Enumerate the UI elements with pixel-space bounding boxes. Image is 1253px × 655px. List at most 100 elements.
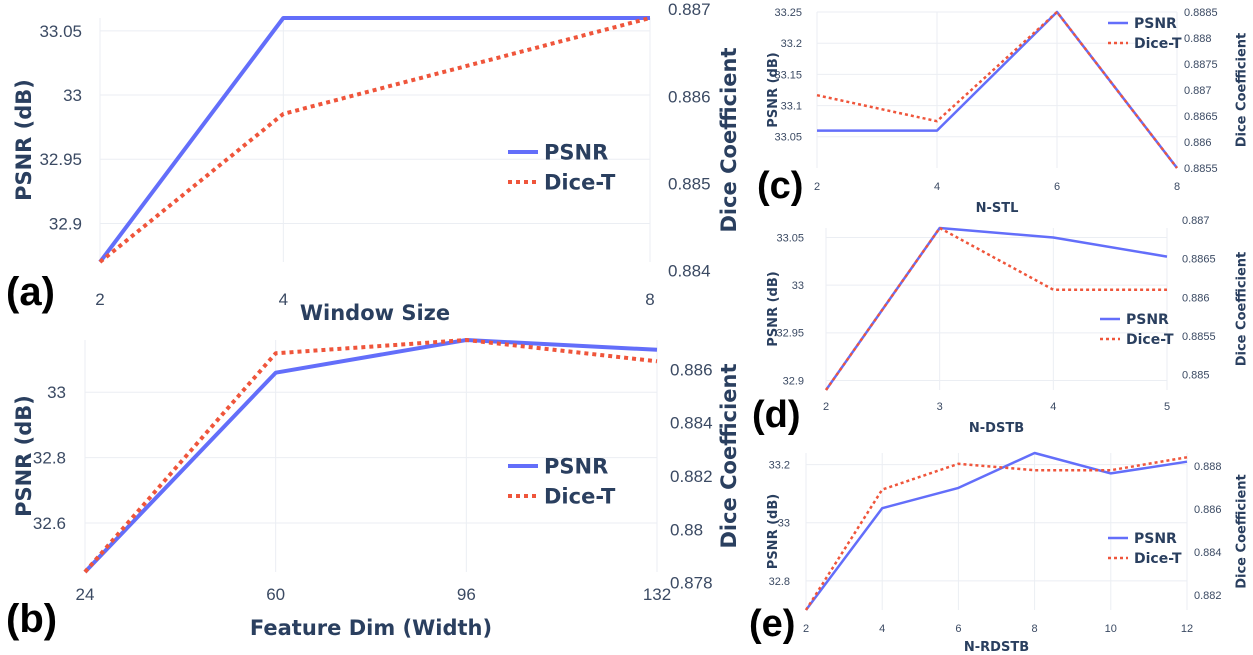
y2-tick-label: 0.88 [670,520,703,539]
x-tick-label: 4 [1050,401,1056,413]
x-tick-label: 2 [95,290,104,309]
legend: PSNR Dice-T [508,141,616,195]
y-tick-label: 32.8 [769,576,790,588]
y2-tick-label: 0.885 [1182,369,1210,381]
y2-tick-label: 0.887 [1182,215,1210,227]
y-axis-title: PSNR (dB) [766,271,781,346]
series-line-psnr [804,451,1188,611]
legend-label: Dice-T [1134,36,1182,52]
y2-axis-title: Dice Coefficient [1235,474,1250,589]
chart-panel-b: 24 60 96 132 32.6 32.8 33 0.878 0.88 0.882 0.884 0.… [6,338,741,641]
y-tick-label: 33.2 [769,459,790,471]
y-axis-title: PSNR (dB) [766,52,781,127]
chart-panel-a: 2 4 8 32.9 32.95 33 33.05 0.884 0.885 0.886 0.887 W… [6,0,741,325]
legend-label: PSNR [1134,16,1177,32]
y2-axis-title: Dice Coefficient [717,47,741,232]
y2-tick-label: 0.8865 [1184,111,1218,123]
y2-axis-title: Dice Coefficient [1235,33,1250,148]
chart-panel-d: 2 3 4 5 32.9 32.95 33 33.05 0.885 0.8855 0.886 0.88… [752,215,1250,436]
series-line-dice-t [824,226,1167,391]
y-tick-label: 33.05 [39,22,82,41]
y2-tick-label: 0.886 [1182,292,1210,304]
x-tick-label: 60 [266,585,285,604]
x-tick-label: 4 [279,290,288,309]
y2-axis-title: Dice Coefficient [1235,252,1250,367]
x-tick-label: 2 [823,401,829,413]
y2-tick-label: 0.8875 [1184,59,1218,71]
y2-tick-label: 0.888 [1194,461,1222,473]
series-line-psnr [98,16,650,264]
legend: PSNR Dice-T [508,455,616,509]
legend: PSNR Dice-T [1108,531,1182,567]
panel-label: (a) [6,270,55,314]
y2-tick-label: 0.8885 [1184,7,1218,19]
series-line-dice-t [816,10,1178,169]
panel-label: (b) [6,597,57,641]
y-tick-label: 32.95 [39,150,82,169]
y2-tick-label: 0.884 [668,262,711,281]
x-tick-label: 2 [803,623,809,635]
x-tick-label: 8 [1032,623,1038,635]
y2-tick-label: 0.8865 [1182,254,1216,266]
y2-tick-label: 0.884 [670,414,713,433]
y-axis-title: PSNR (dB) [766,494,781,569]
legend-label: Dice-T [1134,551,1182,567]
legend-label: Dice-T [544,485,616,509]
y-tick-label: 33.05 [774,132,802,144]
y2-axis-title: Dice Coefficient [717,363,741,548]
y2-tick-label: 0.882 [1194,590,1222,602]
series-line-psnr [817,10,1178,169]
y-tick-label: 33 [63,86,82,105]
y2-tick-label: 0.884 [1194,547,1222,559]
y-axis-title: PSNR (dB) [12,395,36,517]
panel-label: (e) [749,603,795,645]
y-tick-label: 33.25 [774,7,802,19]
x-axis-title: N-STL [976,201,1019,216]
x-axis-title: N-RDSTB [964,640,1029,655]
y-tick-label: 32.6 [33,514,66,533]
x-tick-label: 8 [1174,181,1180,193]
y-tick-label: 33 [792,280,804,292]
x-tick-label: 4 [879,623,885,635]
x-tick-label: 6 [955,623,961,635]
panel-label: (c) [757,165,803,207]
y-tick-label: 32.8 [33,449,66,468]
legend-label: Dice-T [1126,332,1174,348]
y2-tick-label: 0.882 [670,467,713,486]
x-tick-label: 8 [645,290,654,309]
chart-panel-c: 2 4 6 8 33.05 33.1 33.15 33.2 33.25 0.8855 0.886 0.… [757,7,1250,216]
y-tick-label: 33.05 [776,232,804,244]
x-tick-label: 12 [1181,623,1193,635]
legend: PSNR Dice-T [1100,312,1174,348]
y-tick-label: 33.2 [781,38,802,50]
y2-tick-label: 0.8855 [1184,163,1218,175]
x-axis-title: N-DSTB [969,421,1024,436]
series-line-psnr [83,338,658,574]
y2-tick-label: 0.887 [668,0,711,19]
panel-label: (d) [752,394,801,436]
x-tick-label: 132 [643,585,671,604]
chart-panel-e: 2 4 6 8 10 12 32.8 33 33.2 0.882 0.884 0.886 0.888 N-… [749,451,1250,655]
series-line-dice-t [98,16,651,264]
y-tick-label: 33 [47,383,66,402]
y2-tick-label: 0.886 [668,87,711,106]
y2-tick-label: 0.886 [670,360,713,379]
x-tick-label: 4 [934,181,940,193]
y-tick-label: 33.15 [774,69,802,81]
x-tick-label: 3 [937,401,943,413]
y2-tick-label: 0.886 [1184,137,1212,149]
series-line-psnr [824,226,1168,391]
y-tick-label: 33 [778,518,790,530]
x-tick-label: 2 [814,181,820,193]
legend: PSNR Dice-T [1108,16,1182,52]
y2-tick-label: 0.887 [1184,85,1212,97]
legend-label: PSNR [544,455,608,479]
legend-label: Dice-T [544,171,616,195]
y2-tick-label: 0.885 [668,175,711,194]
y2-tick-label: 0.888 [1184,33,1212,45]
y2-tick-label: 0.878 [670,574,713,593]
y2-tick-label: 0.886 [1194,504,1222,516]
x-tick-label: 5 [1164,401,1170,413]
x-tick-label: 6 [1054,181,1060,193]
x-axis-title: Window Size [300,301,450,325]
